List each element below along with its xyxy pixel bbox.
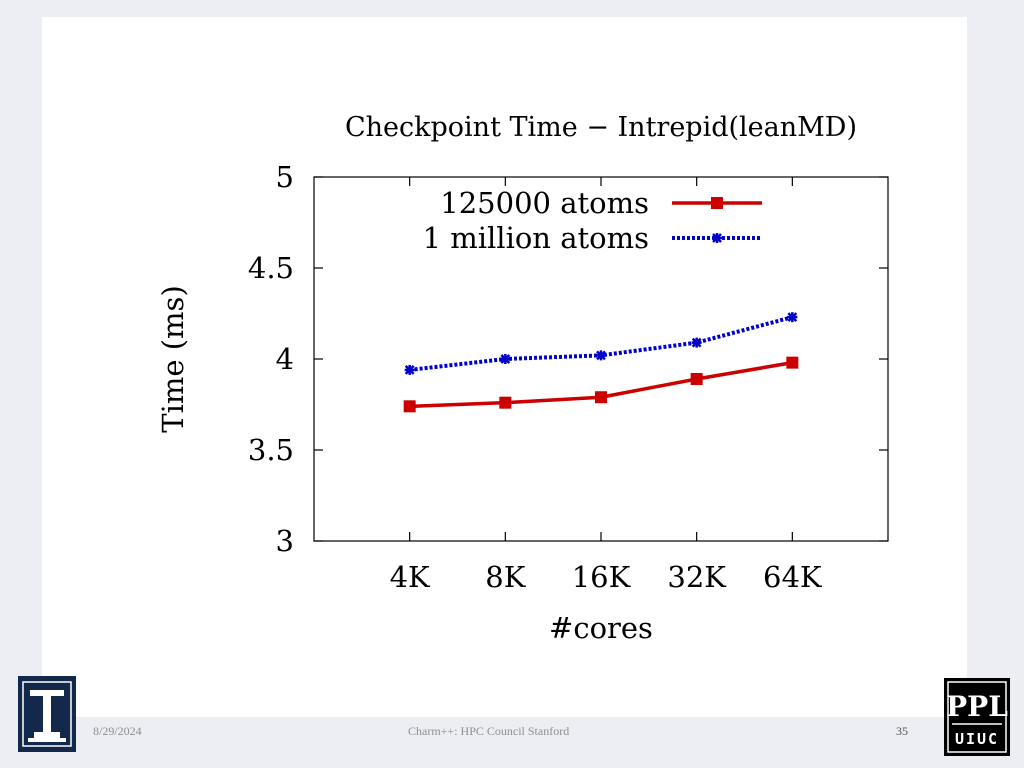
data-point (499, 396, 512, 409)
x-tick-label: 4K (390, 560, 431, 594)
y-tick-label: 4 (276, 342, 294, 376)
footer-date: 8/29/2024 (93, 724, 142, 738)
series-layer (403, 312, 799, 413)
ppl-logo-text: PPL (946, 690, 1008, 723)
slide (42, 17, 967, 717)
university-logo (18, 676, 76, 752)
data-point (690, 373, 703, 386)
x-tick-label: 8K (485, 560, 526, 594)
y-axis-label: Time (ms) (156, 285, 190, 433)
series-line (409, 315, 793, 372)
data-point (787, 312, 798, 323)
legend-marker (711, 197, 723, 209)
y-tick-label: 3 (276, 524, 294, 558)
y-axis: 3 3.5 4 4.5 5 (248, 160, 888, 558)
data-point (403, 400, 416, 413)
y-tick-label: 3.5 (248, 433, 294, 467)
x-tick-label: 32K (667, 560, 727, 594)
footer-page-number: 35 (896, 724, 908, 738)
series-1 (403, 356, 799, 413)
data-point (596, 350, 606, 361)
legend-label: 125000 atoms (440, 186, 649, 220)
y-tick-label: 4.5 (248, 251, 294, 285)
data-point (595, 391, 607, 404)
data-point (786, 356, 799, 369)
legend-label: 1 million atoms (423, 221, 649, 255)
data-point (500, 354, 511, 364)
ppl-uiuc-logo: PPL UIUC (944, 678, 1010, 756)
x-tick-label: 16K (572, 560, 632, 594)
chart: Checkpoint Time − Intrepid(leanMD) 3 3.5 4… (156, 112, 889, 645)
x-axis-label: #cores (549, 611, 653, 645)
uiuc-logo-text: UIUC (955, 730, 999, 748)
x-axis: 4K 8K 16K 32K 64K (390, 177, 823, 594)
y-tick-label: 5 (276, 160, 294, 194)
series-2 (404, 312, 798, 375)
data-point (691, 337, 702, 348)
data-point (404, 364, 415, 375)
x-tick-label: 64K (763, 560, 823, 594)
chart-title: Checkpoint Time − Intrepid(leanMD) (345, 112, 857, 143)
footer-title: Charm++: HPC Council Stanford (408, 724, 570, 738)
legend-marker (712, 233, 722, 243)
